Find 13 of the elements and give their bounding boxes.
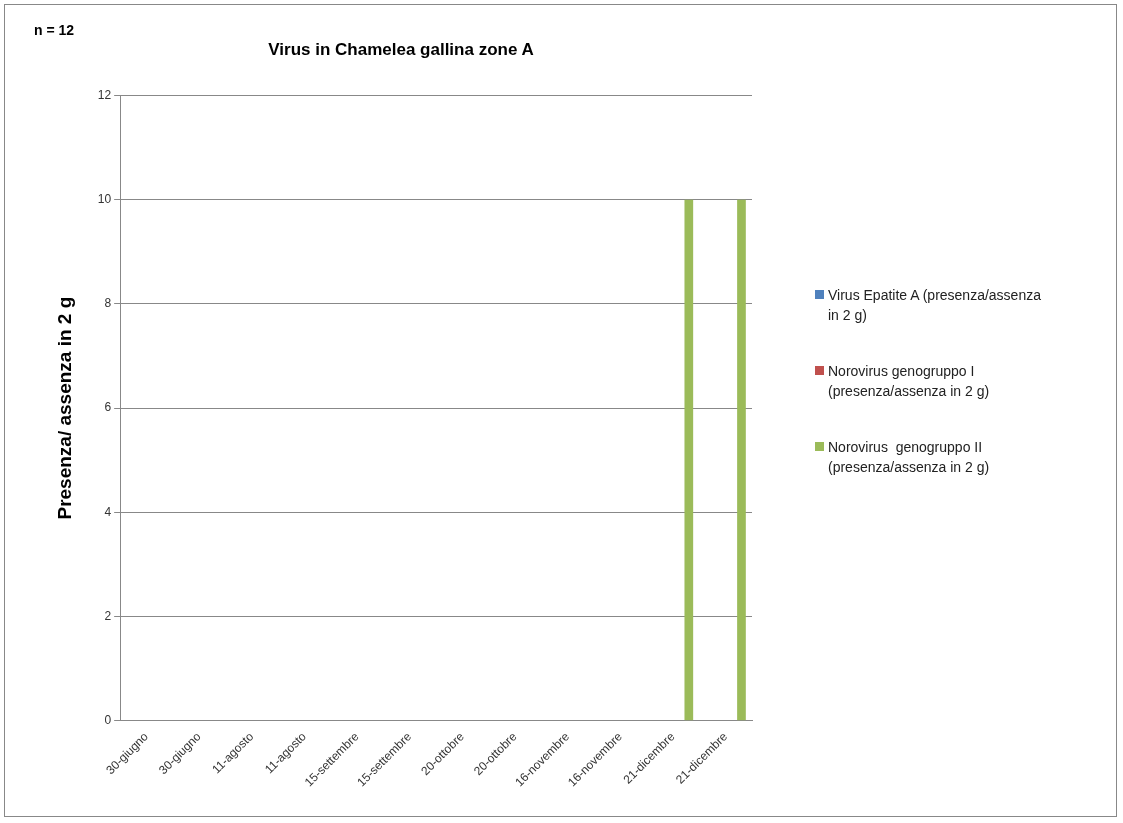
y-tick-label: 2 [104,608,112,623]
legend-label: Norovirus genogruppo II (presenza/assenza in 2 g) [828,438,991,477]
legend-label: Virus Epatite A (presenza/assenza in 2 g) [828,286,1042,325]
y-tick-label: 8 [104,296,112,311]
text: n = 12 [34,22,75,38]
y-tick-label: 4 [104,504,112,519]
y-tick-label: 12 [97,87,112,102]
y-tick-label: 10 [97,191,112,206]
y-tick-label: 0 [104,713,112,728]
y-axis-title: Presenza/ assenza in 2 g [53,296,75,520]
legend-label: Norovirus genogruppo I (presenza/assenza in 2 g) [828,362,991,401]
y-tick-label: 6 [104,400,112,415]
chart-title: Virus in Chamelea gallina zone A [268,39,534,59]
